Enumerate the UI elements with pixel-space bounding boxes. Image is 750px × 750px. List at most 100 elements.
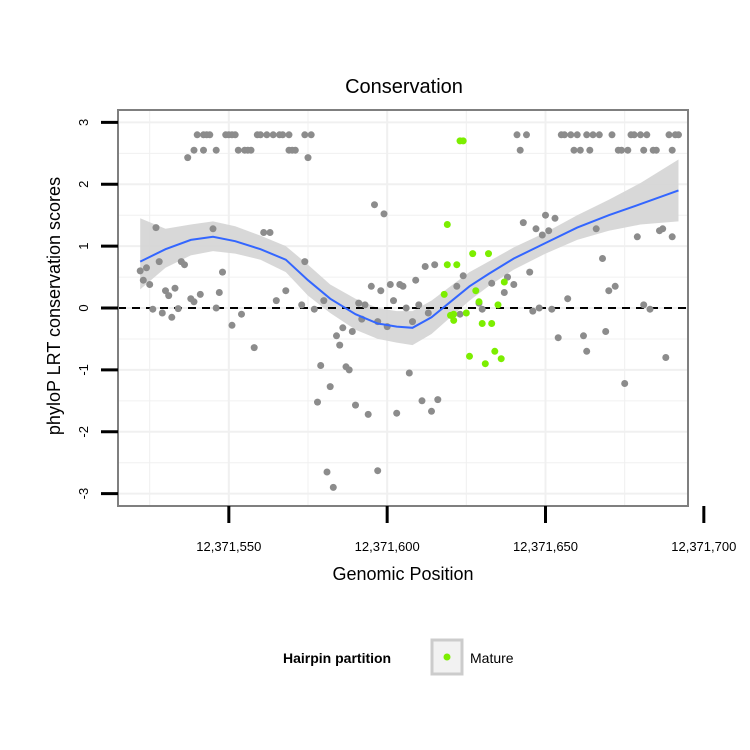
point-other bbox=[665, 131, 673, 139]
point-other bbox=[390, 297, 397, 305]
point-other bbox=[149, 305, 157, 313]
point-other bbox=[317, 362, 325, 369]
point-other bbox=[228, 321, 236, 329]
point-other bbox=[637, 131, 644, 139]
point-mature bbox=[494, 301, 502, 309]
point-other bbox=[548, 305, 556, 313]
point-other bbox=[500, 289, 508, 296]
point-other bbox=[190, 146, 198, 154]
point-mature bbox=[466, 352, 473, 360]
point-other bbox=[209, 225, 217, 233]
point-other bbox=[624, 146, 632, 154]
legend: Hairpin partition Mature bbox=[283, 638, 514, 676]
x-tick-label: 12,371,650 bbox=[513, 539, 578, 554]
point-other bbox=[421, 263, 429, 270]
point-other bbox=[212, 304, 220, 312]
y-tick-label: -1 bbox=[76, 364, 91, 376]
point-other bbox=[621, 380, 629, 387]
point-other bbox=[215, 289, 223, 296]
point-other bbox=[386, 281, 394, 288]
point-other bbox=[567, 131, 575, 139]
point-other bbox=[659, 225, 667, 233]
point-other bbox=[136, 267, 144, 275]
confidence-ribbon bbox=[140, 159, 679, 346]
point-other bbox=[668, 233, 676, 241]
point-other bbox=[583, 131, 591, 139]
x-axis: 12,371,550 12,371,600 12,371,650 12,371,700 bbox=[196, 506, 736, 554]
point-other bbox=[348, 328, 356, 335]
point-other bbox=[646, 305, 654, 313]
point-other bbox=[323, 468, 331, 476]
point-other bbox=[551, 214, 559, 222]
point-other bbox=[304, 154, 312, 162]
point-other bbox=[418, 397, 426, 405]
point-other bbox=[371, 201, 378, 209]
point-other bbox=[589, 131, 597, 139]
point-other bbox=[168, 313, 176, 321]
point-other bbox=[238, 310, 245, 318]
point-other bbox=[260, 229, 268, 236]
legend-label-mature: Mature bbox=[470, 650, 514, 666]
point-mature bbox=[478, 320, 486, 327]
point-mature bbox=[485, 250, 492, 258]
point-other bbox=[633, 233, 641, 241]
point-other bbox=[174, 305, 182, 313]
legend-key-mature-dot bbox=[443, 653, 451, 661]
point-other bbox=[377, 287, 385, 295]
point-other bbox=[279, 131, 287, 139]
point-other bbox=[424, 309, 432, 317]
point-other bbox=[333, 332, 340, 340]
point-other bbox=[143, 264, 150, 272]
point-other bbox=[298, 301, 306, 309]
point-other bbox=[428, 407, 435, 415]
point-other bbox=[561, 131, 568, 139]
point-other bbox=[364, 410, 372, 418]
point-other bbox=[165, 292, 173, 300]
data-points bbox=[136, 131, 682, 491]
x-tick-label: 12,371,550 bbox=[196, 539, 261, 554]
point-other bbox=[573, 131, 581, 139]
y-tick-label: -2 bbox=[76, 426, 91, 438]
point-mature bbox=[488, 320, 496, 327]
y-tick-label: 0 bbox=[76, 304, 91, 311]
y-tick-label: 2 bbox=[76, 181, 91, 188]
point-other bbox=[602, 328, 610, 335]
point-other bbox=[538, 231, 546, 239]
point-other bbox=[434, 396, 442, 404]
point-other bbox=[355, 299, 363, 307]
y-tick-label: 3 bbox=[76, 119, 91, 126]
point-other bbox=[200, 146, 207, 154]
point-other bbox=[181, 261, 188, 269]
point-other bbox=[139, 276, 147, 284]
point-other bbox=[412, 276, 420, 284]
point-other bbox=[231, 131, 239, 139]
point-other bbox=[399, 282, 407, 290]
point-other bbox=[320, 297, 328, 305]
point-other bbox=[152, 224, 160, 232]
point-other bbox=[554, 334, 562, 342]
y-axis-label: phyloP LRT conservation scores bbox=[44, 177, 64, 435]
point-other bbox=[583, 347, 591, 355]
point-other bbox=[640, 146, 648, 154]
point-other bbox=[314, 398, 321, 406]
point-other bbox=[668, 146, 676, 154]
smooth-line bbox=[139, 189, 679, 329]
point-other bbox=[269, 131, 277, 139]
point-other bbox=[266, 229, 274, 236]
point-other bbox=[310, 305, 318, 313]
point-other bbox=[301, 258, 309, 266]
point-other bbox=[580, 332, 587, 340]
point-mature bbox=[475, 298, 483, 306]
point-other bbox=[570, 146, 578, 154]
point-other bbox=[405, 369, 413, 377]
point-other bbox=[146, 281, 154, 288]
point-other bbox=[402, 304, 410, 312]
point-other bbox=[393, 409, 401, 417]
point-mature bbox=[491, 347, 499, 355]
point-other bbox=[542, 211, 549, 219]
point-other bbox=[158, 309, 166, 317]
point-mature bbox=[481, 360, 489, 368]
y-tick-label: -3 bbox=[76, 488, 91, 500]
point-other bbox=[184, 154, 192, 162]
point-other bbox=[219, 268, 226, 276]
